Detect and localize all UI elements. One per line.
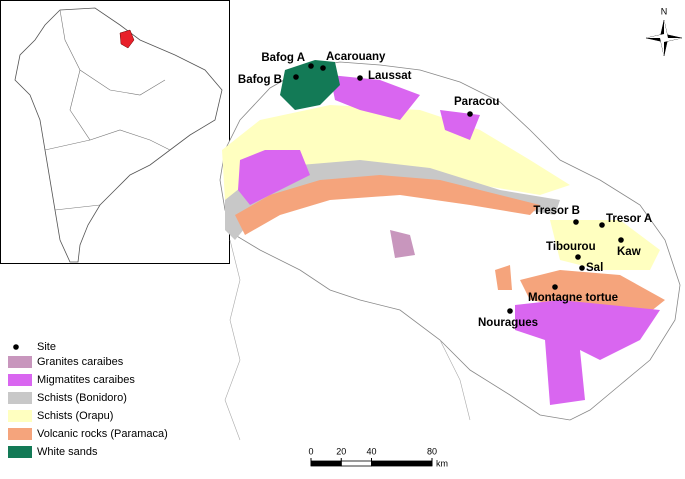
granites <box>390 230 415 258</box>
legend-site-dot <box>13 344 19 350</box>
site-label: Montagne tortue <box>528 292 618 304</box>
french-guiana-inset <box>119 29 135 49</box>
scale-segment <box>340 460 372 467</box>
site-label: Tresor A <box>606 213 652 225</box>
site-label: Bafog A <box>261 52 305 64</box>
compass: N <box>645 6 683 57</box>
site-label: Sal <box>586 262 603 274</box>
site-dot <box>308 63 314 69</box>
legend-swatch <box>8 410 32 422</box>
schists-orapu <box>222 105 570 200</box>
compass-label: N <box>661 6 668 16</box>
site-dot <box>573 219 579 225</box>
scale-segment <box>371 460 433 467</box>
site-label: Nouragues <box>478 317 538 329</box>
legend-swatch <box>8 392 32 404</box>
scale-label: 20 <box>336 446 346 456</box>
scale-segment <box>310 460 342 467</box>
migmatites <box>238 75 480 205</box>
scale-label: 0 <box>308 446 313 456</box>
legend-label: Granites caraibes <box>37 356 124 368</box>
site-dot <box>599 222 605 228</box>
site-label: Kaw <box>617 246 641 258</box>
site-dot <box>320 65 326 71</box>
legend-swatch <box>8 356 32 368</box>
site-label: Paracou <box>454 96 499 108</box>
scale-unit: km <box>436 458 448 468</box>
volcanic-paramaca <box>235 175 540 235</box>
legend-label: White sands <box>37 446 98 458</box>
scale-label: 40 <box>366 446 376 456</box>
legend-label: Site <box>37 341 56 353</box>
site-dot <box>467 111 473 117</box>
site-dot <box>575 254 581 260</box>
legend-label: Schists (Bonidoro) <box>37 392 127 404</box>
site-dot <box>618 237 624 243</box>
site-dot <box>579 265 585 271</box>
legend-swatch <box>8 446 32 458</box>
site-dot <box>357 75 363 81</box>
site-label: Acarouany <box>326 51 386 63</box>
legend-swatch <box>8 374 32 386</box>
site-label: Bafog B <box>238 74 282 86</box>
site-label: Laussat <box>368 70 412 82</box>
legend-swatch <box>8 428 32 440</box>
migmatites-south <box>515 300 660 405</box>
site-dot <box>507 308 513 314</box>
borders <box>44 9 171 211</box>
legend-label: Schists (Orapu) <box>37 410 113 422</box>
white-sands <box>280 60 340 110</box>
site-label: Tresor B <box>533 205 580 217</box>
site-dot <box>552 284 558 290</box>
scale-label: 80 <box>427 446 437 456</box>
schists-bonidoro <box>225 160 560 240</box>
rivers <box>224 239 471 441</box>
legend-label: Volcanic rocks (Paramaca) <box>37 428 168 440</box>
site-label: Tibourou <box>546 241 596 253</box>
legend-label: Migmatites caraibes <box>37 374 135 386</box>
site-dot <box>293 74 299 80</box>
south-america <box>14 7 223 263</box>
